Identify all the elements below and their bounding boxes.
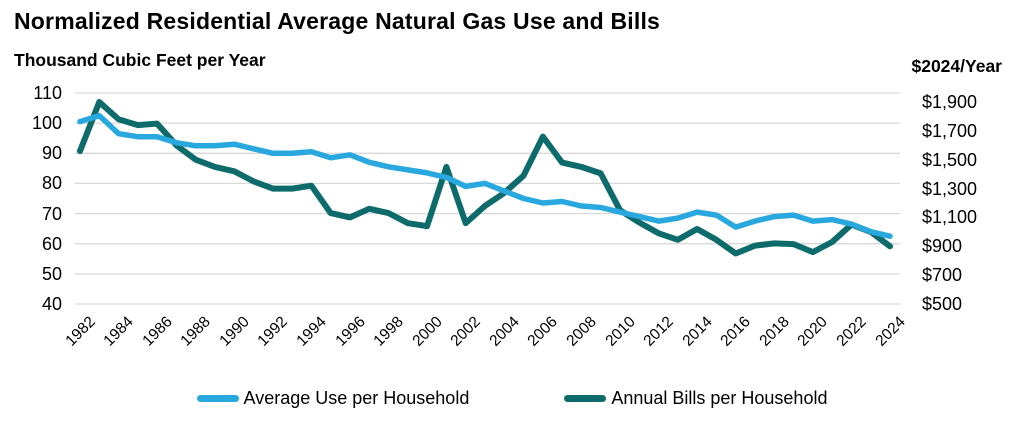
gridlines xyxy=(75,92,900,305)
right-tick-label: $1,900 xyxy=(922,92,978,112)
left-tick-label: 80 xyxy=(41,173,62,194)
left-tick-label: 70 xyxy=(41,203,62,224)
right-tick-label: $1,500 xyxy=(922,149,978,170)
right-axis-title: $2024/Year xyxy=(911,56,1002,76)
legend: Average Use per Household Annual Bills p… xyxy=(0,388,1024,409)
use-series-swatch xyxy=(196,395,239,402)
right-tick-label: $500 xyxy=(922,294,963,314)
right-tick-label: $900 xyxy=(922,236,963,257)
bills-series-label: Annual Bills per Household xyxy=(611,388,828,408)
use-series-label: Average Use per Household xyxy=(243,388,470,408)
right-tick-label: $1,300 xyxy=(922,178,978,199)
use-line xyxy=(77,112,893,239)
chart-title: Normalized Residential Average Natural G… xyxy=(14,8,661,34)
bills-series-swatch xyxy=(564,395,607,402)
left-tick-label: 60 xyxy=(41,233,62,254)
right-tick-label: $1,100 xyxy=(922,207,978,228)
left-tick-label: 110 xyxy=(33,83,62,103)
right-tick-label: $1,700 xyxy=(922,120,978,141)
left-tick-label: 40 xyxy=(41,294,62,314)
left-tick-label: 50 xyxy=(41,263,62,284)
left-tick-label: 100 xyxy=(31,113,62,134)
bills-line xyxy=(77,99,893,257)
legend-item-use: Average Use per Household xyxy=(196,388,470,409)
left-axis-title: Thousand Cubic Feet per Year xyxy=(14,50,266,70)
legend-item-bills: Annual Bills per Household xyxy=(564,388,827,409)
right-tick-label: $700 xyxy=(922,265,963,286)
left-tick-label: 90 xyxy=(41,143,62,164)
